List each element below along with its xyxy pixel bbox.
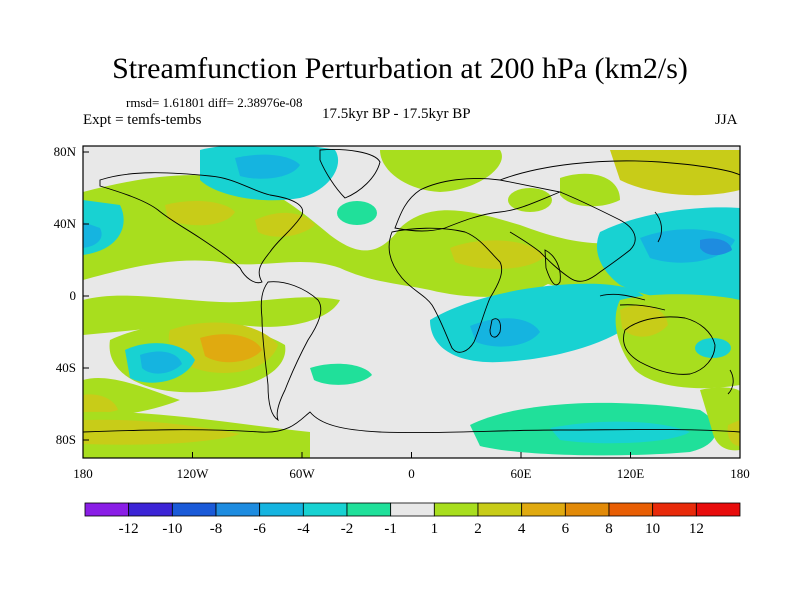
contour-region xyxy=(700,238,732,256)
period-label: 17.5kyr BP - 17.5kyr BP xyxy=(322,106,471,122)
coastline-japan xyxy=(654,211,662,243)
coastline-north-america xyxy=(99,172,303,284)
lat-tick-label: 40S xyxy=(56,360,76,375)
contour-region xyxy=(550,421,690,444)
rmsd-diff-stats: rmsd= 1.61801 diff= 2.38976e-08 xyxy=(126,95,303,110)
colorbar-swatch xyxy=(564,502,610,517)
contour-region xyxy=(83,295,340,335)
lat-tick-label: 40N xyxy=(54,216,77,231)
colorbar-swatch xyxy=(215,502,261,517)
latitude-axis: 80N 40N 0 40S 80S xyxy=(54,144,89,447)
colorbar-label: 12 xyxy=(689,521,704,537)
colorbar-swatch xyxy=(302,502,348,517)
colorbar-swatch xyxy=(695,502,741,517)
contour-region xyxy=(508,188,552,212)
longitude-axis: 180 120W 60W 0 60E 120E 180 xyxy=(73,452,750,481)
colorbar: -12 -10 -8 -6 -4 -2 -1 1 2 4 6 8 10 12 xyxy=(84,502,741,537)
colorbar-swatch xyxy=(259,502,304,517)
colorbar-swatch xyxy=(346,502,392,517)
colorbar-swatch xyxy=(477,502,523,517)
coastline-europe xyxy=(394,178,562,232)
contour-region xyxy=(200,334,262,363)
coastline-india xyxy=(544,249,561,286)
colorbar-label: 10 xyxy=(645,521,660,537)
contour-region xyxy=(140,351,182,374)
colorbar-label: 8 xyxy=(605,521,613,537)
colorbar-swatch xyxy=(608,502,654,517)
coastline-new-zealand xyxy=(727,369,734,395)
lat-tick-label: 0 xyxy=(70,288,77,303)
coastline-indonesia xyxy=(599,293,666,311)
coastline-south-america xyxy=(260,281,322,422)
lon-tick-label: 180 xyxy=(730,466,750,481)
colorbar-label: -8 xyxy=(210,521,223,537)
coastline-greenland xyxy=(319,149,381,199)
coastline-africa xyxy=(388,227,503,353)
experiment-label: Expt = temfs-tembs xyxy=(83,112,202,128)
contour-region xyxy=(727,420,740,446)
contour-region xyxy=(83,222,102,248)
contour-region xyxy=(83,175,740,299)
coastline-australia xyxy=(623,316,716,375)
chart-title: Streamfunction Perturbation at 200 hPa (… xyxy=(112,52,688,85)
contour-region xyxy=(310,363,372,385)
colorbar-label: -4 xyxy=(297,521,310,537)
colorbar-label: -6 xyxy=(253,521,266,537)
contour-region xyxy=(255,212,315,237)
season-label: JJA xyxy=(715,112,738,128)
contour-region xyxy=(83,419,240,445)
contour-region xyxy=(380,150,502,192)
lon-tick-label: 120W xyxy=(177,466,210,481)
lon-tick-label: 180 xyxy=(73,466,93,481)
lon-tick-label: 60W xyxy=(289,466,315,481)
colorbar-label: 2 xyxy=(474,521,482,537)
colorbar-swatch xyxy=(652,502,697,517)
contour-region xyxy=(235,154,300,179)
lon-tick-label: 120E xyxy=(617,466,645,481)
lat-tick-label: 80S xyxy=(56,432,76,447)
coastline-antarctica xyxy=(83,411,740,434)
colorbar-label: 4 xyxy=(518,521,526,537)
colorbar-swatch xyxy=(171,502,217,517)
coastline-asia xyxy=(499,160,740,282)
contour-region xyxy=(337,201,377,225)
lon-tick-label: 0 xyxy=(408,466,415,481)
colorbar-label: -12 xyxy=(119,521,139,537)
contour-region xyxy=(83,394,118,414)
colorbar-swatch xyxy=(84,502,130,517)
streamfunction-field xyxy=(83,146,740,458)
contour-region xyxy=(450,240,545,269)
colorbar-label: 6 xyxy=(562,521,570,537)
lat-tick-label: 80N xyxy=(54,144,77,159)
lon-tick-label: 60E xyxy=(511,466,532,481)
colorbar-swatch xyxy=(521,502,566,517)
contour-region xyxy=(695,338,731,358)
coastlines xyxy=(83,149,740,434)
colorbar-label: -1 xyxy=(384,521,397,537)
colorbar-swatch xyxy=(390,502,435,517)
colorbar-label: -2 xyxy=(341,521,354,537)
colorbar-label: 1 xyxy=(431,521,439,537)
colorbar-swatch xyxy=(433,502,479,517)
coastline-madagascar xyxy=(489,318,501,338)
contour-region xyxy=(165,200,235,226)
contour-region xyxy=(470,318,540,347)
colorbar-label: -10 xyxy=(162,521,182,537)
colorbar-swatch xyxy=(128,502,173,517)
